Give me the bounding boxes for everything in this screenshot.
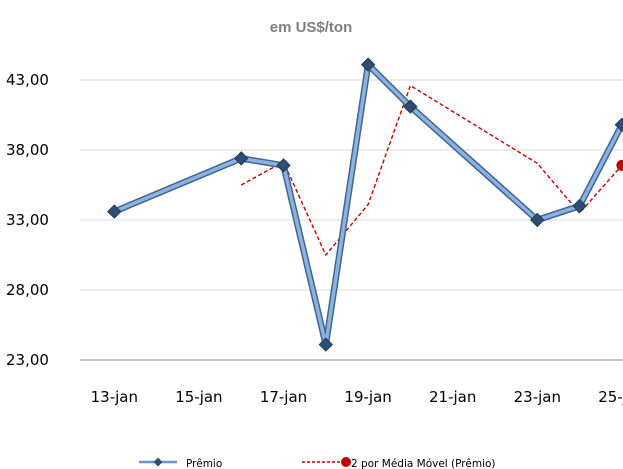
x-tick-label: 21-jan	[429, 388, 476, 406]
premio-point	[403, 99, 418, 114]
x-tick-label: 19-jan	[344, 388, 391, 406]
y-tick-label: 33,00	[6, 211, 49, 229]
y-tick-label: 43,00	[6, 71, 49, 89]
y-tick-label: 38,00	[6, 141, 49, 159]
x-tick-label: 17-jan	[260, 388, 307, 406]
premio-point	[360, 57, 376, 72]
plot-area	[107, 57, 623, 352]
premio-point	[107, 204, 122, 219]
premio-point	[614, 117, 623, 133]
y-tick-label: 23,00	[6, 351, 49, 369]
x-axis-ticks: 13-jan 15-jan 17-jan 19-jan 21-jan 23-jan 25-j…	[91, 388, 623, 406]
legend: Prêmio 2 por Média Móvel (Prêmio)	[139, 457, 496, 469]
moving-average-point	[616, 159, 623, 171]
y-tick-label: 28,00	[6, 281, 49, 299]
premio-point	[318, 337, 334, 352]
chart-subtitle: em US$/ton	[270, 19, 353, 36]
x-tick-label: 25-jan	[598, 388, 623, 406]
x-tick-label: 15-jan	[175, 388, 222, 406]
premio-point	[233, 151, 249, 166]
gridlines	[80, 79, 623, 361]
legend-ma-marker	[341, 457, 351, 467]
x-tick-label: 13-jan	[91, 388, 138, 406]
legend-premio-marker	[153, 457, 163, 467]
moving-average-line	[240, 84, 623, 257]
legend-ma-label: 2 por Média Móvel (Prêmio)	[351, 458, 496, 469]
premio-point	[572, 198, 587, 214]
y-axis-ticks: 23,00 28,00 33,00 38,00 43,00	[6, 71, 49, 369]
x-tick-label: 23-jan	[514, 388, 561, 406]
legend-premio-label: Prêmio	[186, 458, 222, 469]
premio-point	[276, 158, 291, 173]
premio-point	[530, 212, 545, 228]
